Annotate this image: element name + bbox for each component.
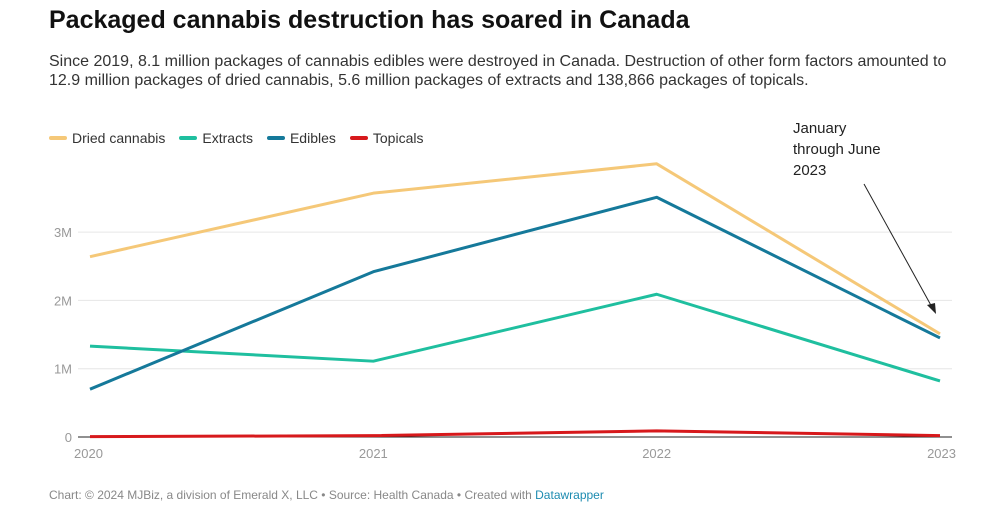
- legend-label: Edibles: [289, 130, 336, 146]
- series-line-dried-cannabis: [89, 162, 941, 336]
- legend-item: Extracts: [179, 130, 253, 146]
- legend-item: Topicals: [349, 130, 424, 146]
- y-tick-label: 1M: [54, 362, 72, 377]
- annotation-text: through June: [793, 141, 881, 158]
- annotation-text: 2023: [793, 162, 826, 179]
- x-tick-label: 2023: [927, 446, 956, 461]
- y-tick-label: 2M: [54, 293, 72, 308]
- legend-swatch: [49, 136, 67, 140]
- x-tick-label: 2022: [642, 446, 671, 461]
- datawrapper-link[interactable]: Datawrapper: [535, 488, 604, 502]
- legend-swatch: [179, 136, 198, 140]
- footer-credit: Chart: © 2024 MJBiz, a division of Emera…: [49, 488, 536, 502]
- series-line-extracts: [89, 292, 941, 383]
- annotation-arrow: [863, 183, 934, 310]
- chart-footer: Chart: © 2024 MJBiz, a division of Emera…: [49, 488, 604, 502]
- legend-swatch: [266, 136, 285, 140]
- series-line-topicals: [89, 429, 941, 439]
- x-tick-label: 2021: [359, 446, 388, 461]
- legend-item: Dried cannabis: [49, 130, 165, 146]
- y-tick-label: 3M: [54, 225, 72, 240]
- legend-label: Dried cannabis: [72, 130, 166, 146]
- annotation-text: January: [793, 120, 847, 137]
- y-tick-label: 0: [65, 430, 72, 445]
- legend-label: Extracts: [202, 130, 253, 146]
- legend-label: Topicals: [372, 130, 424, 146]
- series-line-edibles: [89, 195, 941, 391]
- legend-swatch: [349, 136, 368, 140]
- legend: Dried cannabis Extracts Edibles Topicals: [49, 130, 423, 146]
- chart-title: Packaged cannabis destruction has soared…: [49, 6, 690, 34]
- legend-item: Edibles: [266, 130, 336, 146]
- chart-subtitle: Since 2019, 8.1 million packages of cann…: [49, 53, 947, 89]
- x-tick-label: 2020: [74, 446, 103, 461]
- annotation-arrowhead: [927, 303, 936, 314]
